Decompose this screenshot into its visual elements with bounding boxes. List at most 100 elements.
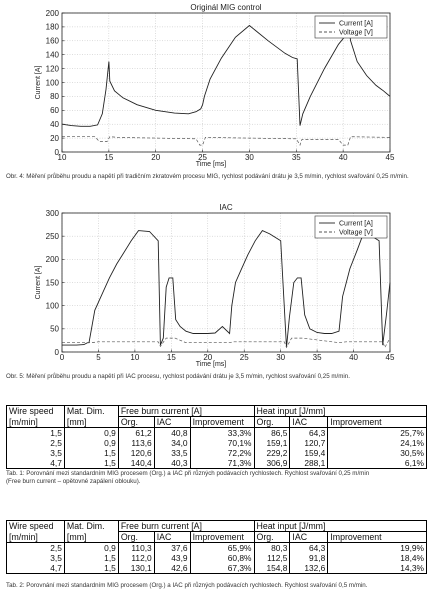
cell: 159,1 [253,438,291,448]
header-improvement: Improvement [189,416,255,428]
header-org: Org. [117,531,155,543]
header-wire-speed-unit: [m/min] [6,531,65,543]
header-heat-input: Heat input [J/mm] [253,520,427,532]
chart-mig-control: 10 15 20 25 30 35 40 45 0 20 40 60 80 100 120 140 160 180… [35,3,395,168]
cell: 1,5 [63,553,119,563]
x-tick-label: 20 [151,153,160,162]
cell: 306,9 [253,458,291,469]
y-tick-label: 60 [50,106,59,115]
x-tick-label: 0 [60,353,65,362]
header-org: Org. [117,416,155,428]
cell: 72,2% [189,448,255,458]
cell: 24,1% [327,438,427,448]
legend-box [314,215,388,239]
series-line-voltage [62,337,391,349]
y-tick-label: 200 [46,9,60,18]
chart-title: IAC [219,203,233,212]
y-tick-label: 0 [55,348,60,357]
cell: 159,4 [289,448,329,458]
cell: 42,6 [153,563,191,574]
cell: 132,6 [289,563,329,574]
x-tick-label: 15 [104,153,113,162]
y-tick-label: 20 [50,134,59,143]
x-tick-label: 45 [386,353,395,362]
table-row: 4,7 1,5 140,4 40,3 71,3% 306,9 288,1 6,1… [6,458,427,469]
header-improvement: Improvement [327,416,427,428]
cell: 67,3% [189,563,255,574]
cell: 0,9 [63,438,119,448]
y-tick-label: 40 [50,120,59,129]
series-line-current [62,229,391,348]
x-tick-label: 25 [240,353,249,362]
y-tick-label: 300 [46,209,60,218]
cell: 91,8 [289,553,329,563]
y-tick-label: 100 [46,78,60,87]
cell: 1,5 [6,427,65,438]
y-axis-label: Current [A] [35,66,42,100]
header-improvement: Improvement [327,531,427,543]
cell: 0,9 [63,427,119,438]
cell: 0,9 [63,542,119,553]
header-mat-dim: Mat. Dim. [63,520,119,532]
cell: 1,5 [63,563,119,574]
x-tick-label: 10 [58,153,67,162]
cell: 34,0 [153,438,191,448]
header-iac: IAC [153,531,191,543]
cell: 14,3% [327,563,427,574]
y-tick-label: 0 [55,148,60,157]
cell: 25,7% [327,427,427,438]
x-tick-label: 40 [339,153,348,162]
table-row: 3,5 1,5 112,0 43,9 60,8% 112,5 91,8 18,4… [6,553,427,563]
figure-mig-control: 10 15 20 25 30 35 40 45 0 20 40 60 80 100 120 140 160 180… [0,0,433,170]
cell: 70,1% [189,438,255,448]
cell: 64,3 [289,427,329,438]
cell: 112,0 [117,553,155,563]
header-free-burn: Free burn current [A] [117,520,255,532]
x-tick-label: 15 [167,353,176,362]
x-tick-label: 30 [276,353,285,362]
cell: 2,5 [6,438,65,448]
chart-iac: 0 5 10 15 20 25 30 35 40 45 0 50 100 150 200 250 300 IAC T… [35,203,395,368]
legend-label: Voltage [V] [339,230,373,237]
header-iac: IAC [289,531,329,543]
cell: 4,7 [6,563,65,574]
cell: 37,6 [153,542,191,553]
cell: 3,5 [6,448,65,458]
x-tick-label: 20 [203,353,212,362]
figure-iac: 0 5 10 15 20 25 30 35 40 45 0 50 100 150 200 250 300 IAC T… [0,200,433,370]
figure-1-caption: Obr. 4: Měření průběhu proudu a napětí p… [6,173,409,180]
cell: 71,3% [189,458,255,469]
y-tick-label: 180 [46,23,60,32]
cell: 64,3 [289,542,329,553]
x-tick-label: 25 [198,153,207,162]
cell: 30,5% [327,448,427,458]
x-tick-label: 35 [313,353,322,362]
table-row: 3,5 1,5 120,6 33,5 72,2% 229,2 159,4 30,… [6,448,427,458]
table-2-caption: Tab. 2: Porovnání mezi standardním MIG p… [6,582,368,589]
figure-2-caption: Obr. 5: Měření průběhu proudu a napětí p… [6,373,350,380]
table-1: Wire speed Mat. Dim. Free burn current [… [6,405,427,469]
y-tick-label: 250 [46,232,60,241]
cell: 110,3 [117,542,155,553]
header-mat-dim: Mat. Dim. [63,405,119,417]
cell: 3,5 [6,553,65,563]
table-2: Wire speed Mat. Dim. Free burn current [… [6,520,427,574]
legend-label: Current [A] [339,221,373,228]
header-wire-speed: Wire speed [6,520,65,532]
cell: 120,6 [117,448,155,458]
table-row: 4,7 1,5 130,1 42,6 67,3% 154,8 132,6 14,… [6,563,427,574]
legend-label: Voltage [V] [339,30,373,37]
cell: 18,4% [327,553,427,563]
legend-box [314,15,388,39]
cell: 2,5 [6,542,65,553]
x-tick-label: 45 [386,153,395,162]
cell: 229,2 [253,448,291,458]
y-tick-label: 80 [50,92,59,101]
header-org: Org. [253,416,291,428]
cell: 65,9% [189,542,255,553]
table-1-caption-line1: Tab. 1: Porovnání mezi standardním MIG p… [6,470,370,477]
x-axis-label: Time [ms] [196,161,227,168]
x-axis-label: Time [ms] [196,361,227,368]
cell: 60,8% [189,553,255,563]
cell: 86,5 [253,427,291,438]
